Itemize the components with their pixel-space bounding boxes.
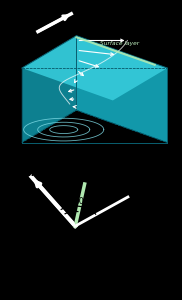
Text: 45°: 45° xyxy=(63,203,77,212)
Polygon shape xyxy=(22,36,76,142)
Text: Net
water
movement: Net water movement xyxy=(131,174,170,194)
Text: 90°: 90° xyxy=(74,196,88,206)
Text: Surface
layer: Surface layer xyxy=(90,175,117,188)
Polygon shape xyxy=(76,36,167,142)
Text: 45°: 45° xyxy=(106,21,118,27)
Text: Wind: Wind xyxy=(21,169,47,178)
Text: B: B xyxy=(14,284,23,293)
Text: A: A xyxy=(4,149,12,159)
Text: Surface layer: Surface layer xyxy=(100,41,139,46)
Polygon shape xyxy=(22,36,167,100)
Text: Wind: Wind xyxy=(40,3,64,21)
